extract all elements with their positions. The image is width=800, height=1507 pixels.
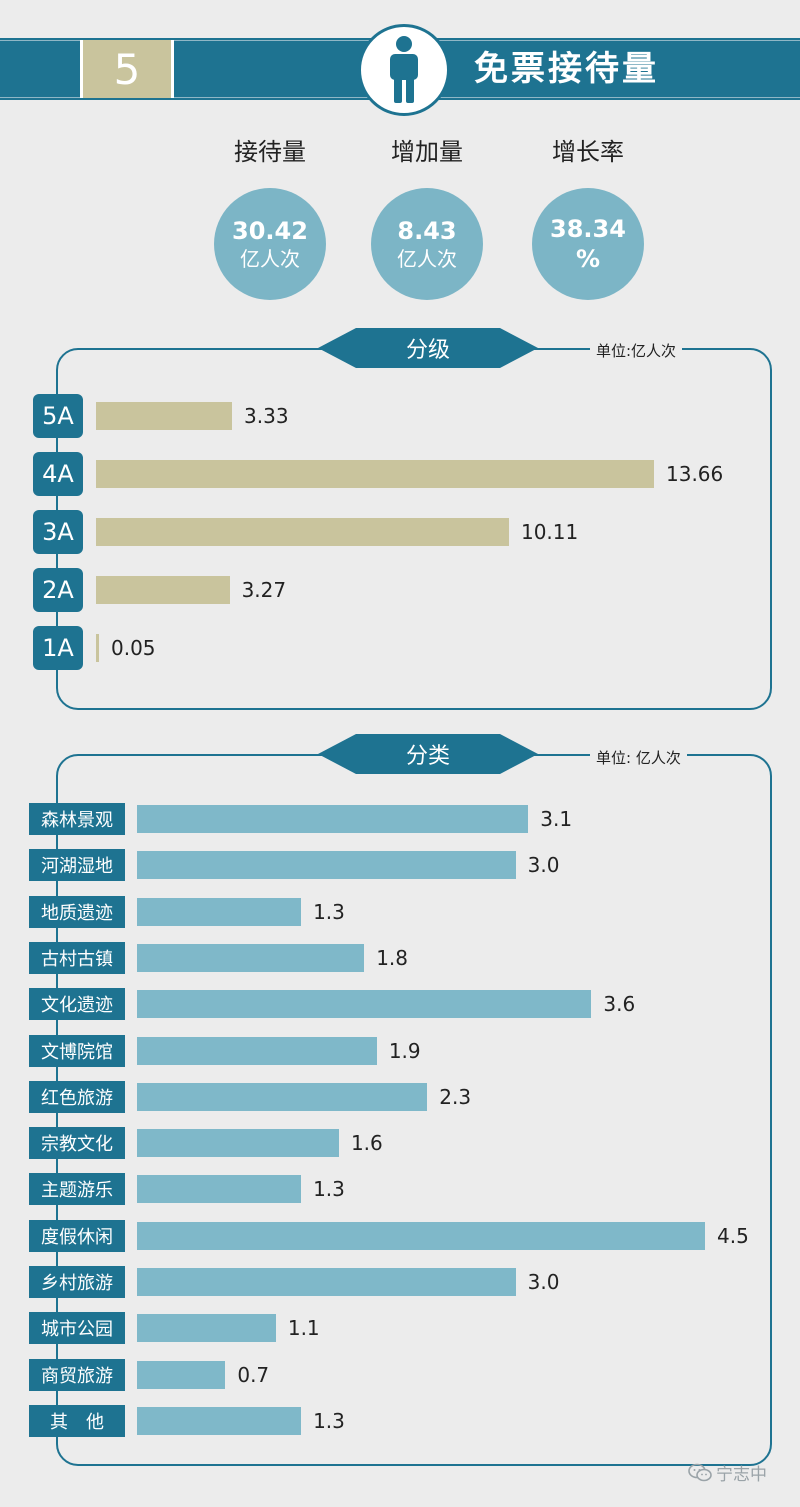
category-value-label: 0.7 (237, 1362, 270, 1387)
stat-value-increase: 8.43 (397, 217, 457, 245)
category-value-label: 1.9 (388, 1038, 421, 1063)
section-number: 5 (80, 40, 174, 98)
category-label: 红色旅游 (29, 1080, 125, 1113)
category-bar (137, 943, 365, 972)
grade-label: 3A (33, 510, 83, 554)
category-value-label: 1.3 (313, 1408, 345, 1433)
category-bar (137, 851, 516, 880)
stat-unit-reception: 亿人次 (240, 247, 300, 271)
stat-circle-increase: 8.43 亿人次 (371, 188, 483, 300)
stat-label-growth: 增长率 (552, 138, 624, 166)
category-label: 其 他 (29, 1404, 125, 1437)
category-label: 河湖湿地 (29, 849, 125, 882)
person-icon-circle (358, 24, 450, 116)
stat-unit-growth: % (575, 245, 601, 273)
category-bar (137, 897, 302, 926)
grade-label: 4A (33, 452, 83, 496)
category-label: 文博院馆 (29, 1034, 125, 1067)
category-tab-shape (318, 734, 538, 774)
stat-value-growth: 38.34 (550, 215, 626, 243)
category-label: 度假休闲 (29, 1219, 125, 1252)
category-label: 文化遗迹 (29, 988, 125, 1021)
category-bar (137, 1082, 428, 1111)
grade-label: 1A (33, 626, 83, 670)
category-label: 地质遗迹 (29, 895, 125, 928)
stat-value-reception: 30.42 (232, 217, 308, 245)
category-value-label: 1.8 (376, 945, 408, 970)
category-value-label: 3.6 (603, 992, 636, 1017)
grade-unit-label: 单位:亿人次 (590, 340, 683, 361)
grade-bar (96, 634, 99, 662)
category-bar (137, 1406, 302, 1435)
category-value-label: 3.1 (540, 807, 573, 831)
category-label: 古村古镇 (29, 941, 125, 974)
category-value-label: 1.3 (313, 899, 345, 924)
grade-value-label: 10.11 (520, 520, 579, 544)
grade-bar (96, 576, 230, 604)
wechat-icon (688, 1463, 712, 1481)
category-value-label: 1.3 (313, 1177, 345, 1202)
category-value-label: 3.0 (527, 853, 560, 878)
grade-tab-shape (318, 328, 538, 368)
grade-label: 2A (33, 568, 83, 612)
watermark-text: 宁志中 (716, 1465, 767, 1485)
grade-bar (96, 402, 233, 430)
grade-value-label: 3.27 (241, 578, 287, 602)
watermark: 宁志中 (688, 1460, 767, 1485)
category-label: 森林景观 (29, 803, 125, 835)
category-bar (137, 1129, 339, 1158)
category-bar (137, 1221, 705, 1250)
category-value-label: 1.6 (350, 1131, 383, 1156)
category-value-label: 1.1 (287, 1316, 320, 1341)
page-title: 免票接待量 (474, 49, 659, 89)
category-label: 主题游乐 (29, 1173, 125, 1206)
grade-tab: 分级 (318, 328, 538, 368)
grade-bar (96, 460, 654, 488)
category-bar (137, 805, 529, 833)
category-bar (137, 1036, 377, 1065)
category-bar (137, 1314, 276, 1343)
category-unit-label: 单位: 亿人次 (590, 747, 687, 768)
category-value-label: 3.0 (527, 1270, 560, 1294)
grade-value-label: 13.66 (666, 462, 724, 486)
grade-value-label: 3.33 (244, 404, 289, 428)
category-value-label: 4.5 (717, 1223, 749, 1248)
grade-value-label: 0.05 (111, 636, 156, 660)
category-tab: 分类 (318, 734, 538, 774)
category-label: 乡村旅游 (29, 1266, 125, 1298)
grade-label: 5A (33, 394, 83, 438)
stat-label-increase: 增加量 (391, 138, 463, 166)
stat-circle-reception: 30.42 亿人次 (214, 188, 326, 300)
category-label: 城市公园 (29, 1312, 125, 1345)
category-bar (137, 1175, 302, 1204)
person-icon (390, 36, 418, 103)
category-bar (137, 1268, 516, 1296)
stat-circle-growth: 38.34 % (532, 188, 644, 300)
grade-bar (96, 518, 509, 546)
category-chart-title: 分类 (405, 744, 450, 769)
stat-label-reception: 接待量 (234, 138, 306, 166)
category-label: 宗教文化 (29, 1127, 125, 1160)
grade-chart-title: 分级 (405, 338, 450, 363)
stat-unit-increase: 亿人次 (397, 247, 457, 271)
category-bar (137, 1360, 226, 1389)
category-bar (137, 990, 592, 1019)
category-value-label: 2.3 (439, 1084, 472, 1109)
category-label: 商贸旅游 (29, 1358, 125, 1391)
